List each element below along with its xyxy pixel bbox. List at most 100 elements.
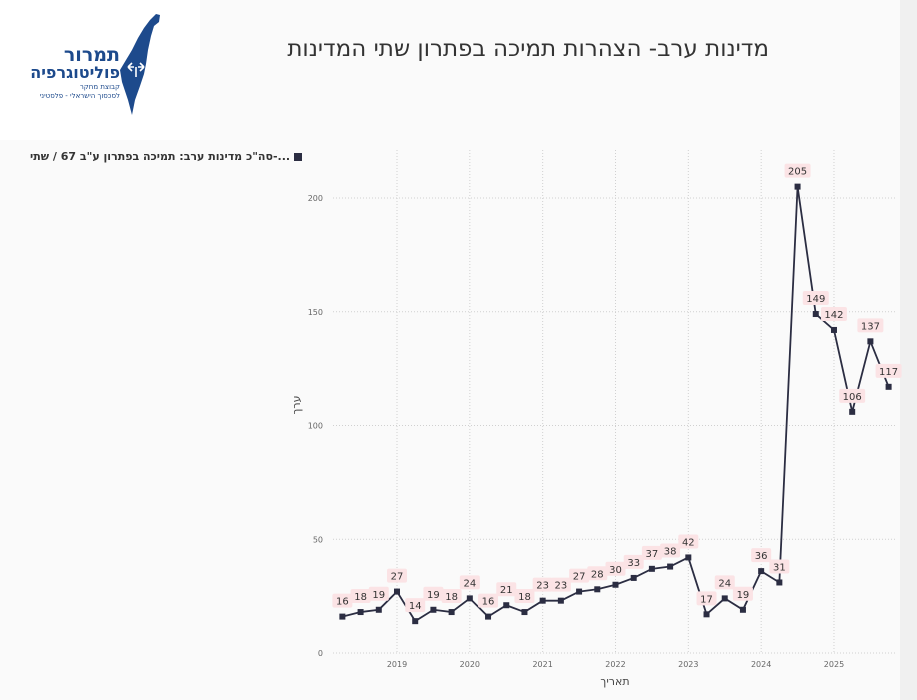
- data-label: 27: [391, 572, 404, 583]
- data-point: [758, 568, 765, 575]
- data-label: 30: [609, 565, 622, 576]
- data-label-bg: [696, 591, 717, 606]
- y-axis-title: ערך: [290, 395, 303, 414]
- data-label-bg: [532, 577, 553, 592]
- logo: תמרור פוליטוגרפיה קבוצת מחקר לסכסוך הישר…: [0, 0, 200, 140]
- data-point: [521, 609, 528, 616]
- data-label: 24: [463, 578, 476, 589]
- data-label: 33: [627, 558, 640, 569]
- data-label-bg: [751, 548, 772, 563]
- legend-label: ...-סה"כ מדינות ערב: תמיכה בפתרון ע"ב 67…: [30, 150, 291, 163]
- y-tick-label: 200: [308, 194, 323, 203]
- data-point: [812, 311, 819, 318]
- data-point: [849, 408, 856, 415]
- data-point: [412, 618, 419, 625]
- data-label: 38: [664, 547, 677, 558]
- data-point: [594, 586, 601, 593]
- data-label-bg: [641, 545, 662, 560]
- data-label: 19: [737, 590, 750, 601]
- data-label: 17: [700, 594, 713, 605]
- data-label-bg: [605, 561, 626, 576]
- data-point: [357, 609, 364, 616]
- data-label-bg: [496, 582, 517, 597]
- data-point: [667, 563, 674, 570]
- data-point: [375, 606, 382, 613]
- data-point: [776, 579, 783, 586]
- data-label: 18: [354, 592, 367, 603]
- page-title: מדינות ערב- הצהרות תמיכה בפתרון שתי המדי…: [287, 36, 769, 62]
- data-label-bg: [875, 363, 902, 378]
- y-tick-label: 50: [313, 535, 323, 544]
- data-label: 18: [445, 592, 458, 603]
- x-tick-label: 2021: [532, 660, 552, 669]
- y-tick-label: 100: [308, 422, 323, 431]
- logo-tagline-line1: קבוצת מחקר: [79, 83, 120, 91]
- legend[interactable]: ...-סה"כ מדינות ערב: תמיכה בפתרון ע"ב 67…: [30, 150, 303, 163]
- data-label-bg: [857, 318, 884, 333]
- data-label-bg: [769, 559, 790, 574]
- data-point: [430, 606, 437, 613]
- data-point: [630, 574, 637, 581]
- data-label: 142: [824, 310, 843, 321]
- data-point: [394, 588, 400, 595]
- data-label: 16: [336, 597, 349, 608]
- data-label: 31: [773, 562, 786, 573]
- data-label: 21: [500, 585, 513, 596]
- data-label-bg: [714, 575, 735, 590]
- data-label: 106: [843, 392, 862, 403]
- data-point: [830, 326, 837, 333]
- data-point: [703, 611, 710, 618]
- x-tick-label: 2019: [387, 660, 407, 669]
- y-tick-label: 150: [308, 308, 323, 317]
- logo-tagline: קבוצת מחקר לסכסוך הישראלי - פלסטיני: [40, 83, 120, 101]
- x-axis-title: תאריך: [600, 675, 629, 688]
- data-label: 18: [518, 592, 531, 603]
- data-label-bg: [387, 568, 407, 583]
- x-tick-label: 2022: [605, 660, 625, 669]
- data-label: 23: [536, 581, 549, 592]
- data-label-bg: [678, 534, 699, 549]
- logo-tagline-line2: לסכסוך הישראלי - פלסטיני: [39, 92, 120, 100]
- data-label-bg: [405, 598, 426, 613]
- x-tick-label: 2020: [460, 660, 480, 669]
- x-tick-label: 2023: [678, 660, 698, 669]
- data-label: 27: [573, 572, 586, 583]
- data-point: [721, 595, 728, 602]
- data-point: [557, 597, 564, 604]
- data-point: [576, 588, 583, 595]
- data-label-bg: [514, 589, 535, 604]
- data-label: 205: [788, 167, 807, 178]
- x-tick-label: 2024: [751, 660, 771, 669]
- data-label-bg: [368, 586, 389, 601]
- data-point: [867, 338, 874, 345]
- data-label-bg: [441, 589, 462, 604]
- data-label-bg: [478, 593, 499, 608]
- data-point: [448, 609, 455, 616]
- scroll-edge: [900, 0, 917, 700]
- data-label-bg: [820, 306, 847, 321]
- data-point: [612, 581, 619, 588]
- israel-map-icon: [120, 14, 160, 115]
- data-label: 37: [646, 549, 659, 560]
- data-label: 117: [879, 367, 898, 378]
- legend-swatch: [294, 152, 303, 161]
- data-point: [794, 183, 801, 190]
- data-label: 42: [682, 537, 695, 548]
- data-label: 137: [861, 321, 880, 332]
- data-point: [466, 595, 473, 602]
- data-point: [885, 383, 892, 390]
- data-label: 14: [409, 601, 422, 612]
- data-label: 149: [806, 294, 825, 305]
- data-label: 16: [482, 597, 495, 608]
- data-point: [739, 606, 746, 613]
- data-point: [648, 565, 655, 572]
- y-tick-label: 0: [318, 649, 323, 658]
- data-point: [685, 554, 692, 561]
- data-point: [339, 613, 346, 620]
- data-label-bg: [332, 593, 353, 608]
- data-point: [503, 602, 510, 609]
- data-label-bg: [660, 543, 681, 558]
- data-label: 36: [755, 551, 768, 562]
- data-label: 19: [372, 590, 385, 601]
